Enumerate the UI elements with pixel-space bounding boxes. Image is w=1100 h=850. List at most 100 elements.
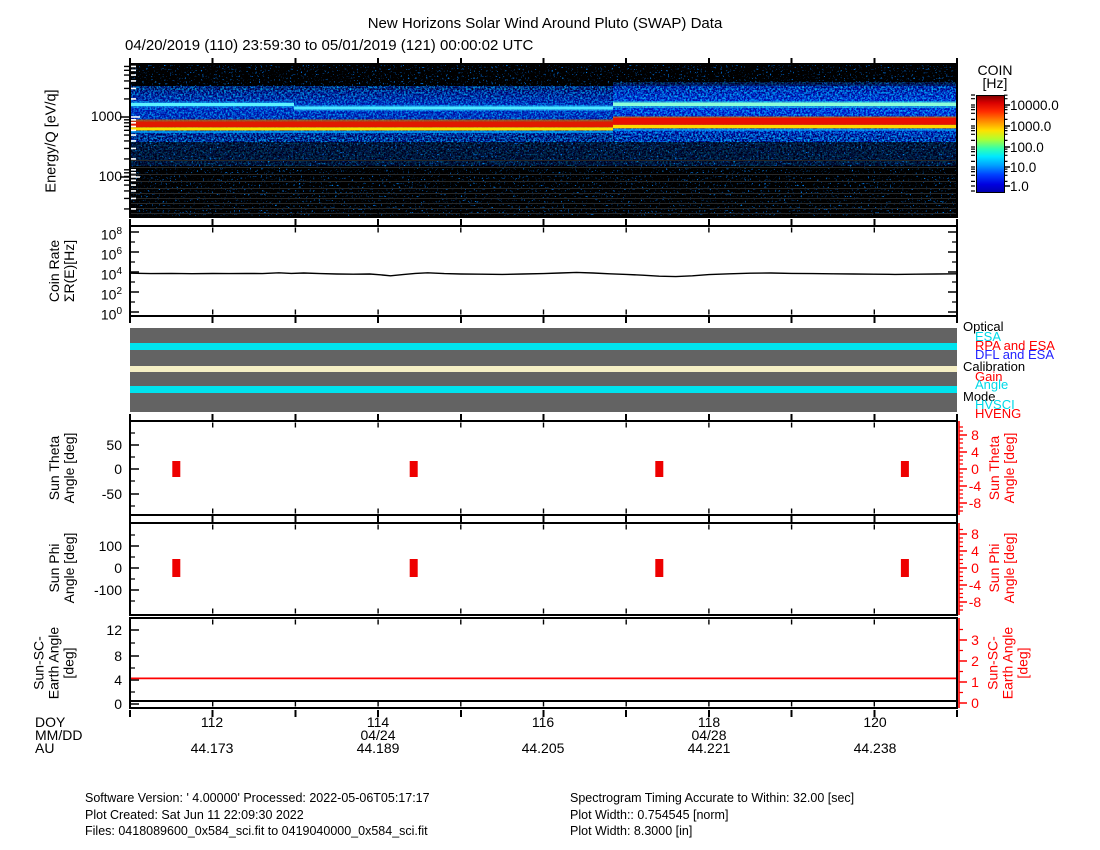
- earth-tick-8: 8: [114, 648, 122, 664]
- spectrogram-left-outer-ticks: [120, 65, 129, 210]
- theta-tick-0: 0: [114, 461, 122, 477]
- coinrate-frame: [129, 225, 958, 317]
- earth-rtick-0: 0: [971, 695, 979, 711]
- coinrate-tick-1e6: 106: [100, 246, 122, 263]
- theta-tick-50: 50: [106, 437, 122, 453]
- earth-rtick-3: 3: [971, 632, 979, 648]
- theta-rtick-4: 4: [971, 444, 979, 460]
- doy-120: 120: [863, 714, 887, 730]
- colorbar-gradient: [976, 95, 1005, 193]
- phi-tick-100: 100: [98, 538, 122, 554]
- earth-tick-0: 0: [114, 696, 122, 712]
- x-ticks-top-spectrogram: [129, 58, 958, 64]
- status-band-cream: [130, 366, 957, 372]
- colorbar-tick-10: 10.0: [1010, 160, 1037, 175]
- phi-rtick-8: 8: [971, 526, 979, 542]
- energy-tick-100: 100: [98, 168, 122, 184]
- coinrate-tick-1e8: 108: [100, 226, 122, 243]
- earth-rtick-2: 2: [971, 653, 979, 669]
- x-ticks-above-theta: [129, 414, 958, 420]
- legend-angle: Angle: [975, 377, 1009, 392]
- theta-tick-m50: -50: [101, 486, 122, 502]
- spectrogram-image: [130, 64, 957, 217]
- status-band-cyan-2: [130, 386, 957, 393]
- legend-esa: ESA: [975, 329, 1002, 344]
- legend-hveng: HVENG: [975, 406, 1022, 421]
- sun-phi-markers: [172, 559, 909, 577]
- status-band-cyan-1: [130, 343, 957, 350]
- sun-theta-frame: [129, 420, 958, 516]
- sun-phi-frame: [129, 522, 958, 616]
- doy-114: 114: [366, 714, 390, 730]
- earth-tick-4: 4: [114, 672, 122, 688]
- legend-optical-header: Optical: [963, 319, 1004, 334]
- plot-subtitle: 04/20/2019 (110) 23:59:30 to 05/01/2019 …: [125, 37, 534, 54]
- phi-rtick-m4: -4: [968, 577, 982, 593]
- phi-tick-m100: -100: [93, 582, 122, 598]
- theta-rtick-0: 0: [971, 461, 979, 477]
- au-2: 44.189: [356, 740, 400, 756]
- footer-plot-created: Plot Created: Sat Jun 11 22:09:30 2022: [85, 808, 304, 822]
- au-5: 44.238: [853, 740, 897, 756]
- coinrate-panel: [129, 225, 958, 317]
- colorbar-tick-1000: 1000.0: [1010, 119, 1052, 134]
- doy-112: 112: [200, 714, 224, 730]
- au-4: 44.221: [687, 740, 731, 756]
- theta-rtick-8: 8: [971, 427, 979, 443]
- legend-hvsci: HVSCI: [975, 397, 1015, 412]
- legend-mode-header: Mode: [963, 389, 996, 404]
- au-3: 44.205: [521, 740, 565, 756]
- footer-plot-width-in: Plot Width: 8.3000 [in]: [570, 824, 693, 838]
- phi-rtick-4: 4: [971, 543, 979, 559]
- spectrogram-panel: [120, 63, 958, 218]
- energy-bin-lines: [130, 160, 957, 214]
- colorbar-tick-10000: 10000.0: [1010, 98, 1059, 113]
- status-bands-panel: [130, 328, 957, 412]
- axis-row-mmdd: MM/DD: [35, 727, 83, 743]
- footer-plot-width-norm: Plot Width:: 0.754545 [norm]: [570, 808, 729, 822]
- doy-118: 118: [697, 714, 721, 730]
- spectrogram-inner-white-ticks: [131, 65, 140, 210]
- earth-rtick-1: 1: [971, 674, 979, 690]
- mmdd-0424: 04/24: [360, 727, 396, 743]
- legend-calibration-header: Calibration: [963, 359, 1026, 374]
- x-ticks-bottom-axis: [129, 710, 958, 717]
- colorbar-title: COIN: [977, 62, 1013, 78]
- legend-rpa-esa: RPA and ESA: [975, 338, 1055, 353]
- status-band-gray-3: [130, 372, 957, 386]
- colorbar-ticks: [971, 94, 1010, 192]
- axis-row-doy: DOY: [35, 714, 66, 730]
- energy-tick-1000: 1000: [90, 108, 122, 124]
- x-ticks-above-phi: [129, 516, 958, 522]
- sun-sc-earth-panel: [129, 617, 967, 709]
- plot-title: New Horizons Solar Wind Around Pluto (SW…: [367, 15, 723, 32]
- legend-dfl-esa: DFL and ESA: [975, 347, 1055, 362]
- footer-files: Files: 0418089600_0x584_sci.fit to 04190…: [85, 824, 428, 838]
- sun-sc-earth-frame: [129, 617, 958, 709]
- phi-rtick-m8: -8: [968, 594, 982, 610]
- coinrate-tick-1e4: 104: [100, 266, 122, 283]
- doy-116: 116: [531, 714, 555, 730]
- phi-tick-0: 0: [114, 560, 122, 576]
- footer-software-version: Software Version: ' 4.00000' Processed: …: [85, 791, 430, 805]
- au-1: 44.173: [190, 740, 234, 756]
- axis-row-au: AU: [35, 740, 55, 756]
- footer-timing: Spectrogram Timing Accurate to Within: 3…: [570, 791, 855, 805]
- theta-rtick-m8: -8: [968, 495, 982, 511]
- status-band-gray-1: [130, 328, 957, 343]
- legend-gain: Gain: [975, 369, 1003, 384]
- colorbar-units: [Hz]: [982, 75, 1008, 91]
- theta-rtick-m4: -4: [968, 478, 982, 494]
- sun-phi-panel: [129, 522, 967, 616]
- mmdd-0428: 04/28: [691, 727, 727, 743]
- status-band-gray-4: [130, 393, 957, 412]
- phi-rtick-0: 0: [971, 560, 979, 576]
- colorbar-tick-1: 1.0: [1010, 179, 1029, 194]
- sun-theta-markers: [172, 461, 909, 477]
- sun-sc-earth-right-axis-label: Sun-SC- Earth Angle [deg]: [984, 626, 1031, 700]
- coinrate-trace: [129, 271, 958, 278]
- x-ticks-below-spectrogram: [129, 219, 958, 225]
- colorbar-tick-100: 100.0: [1010, 140, 1044, 155]
- sun-theta-panel: [129, 420, 967, 516]
